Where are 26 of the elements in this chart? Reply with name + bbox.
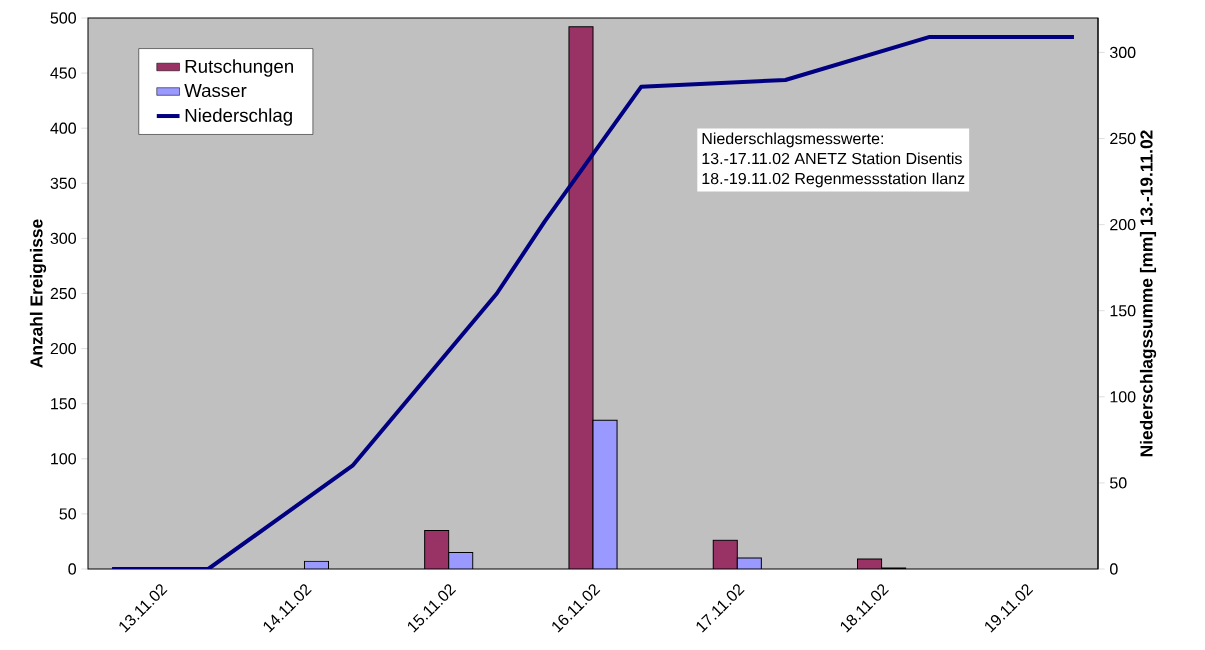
y-tick-label: 300 (50, 232, 76, 245)
y2-tick-label: 200 (1110, 218, 1136, 231)
y2-tick-label: 50 (1110, 477, 1127, 489)
y-tick-label: 50 (59, 508, 77, 520)
y-tick-label: 400 (50, 122, 76, 134)
y-axis-title: Anzahl Ereignisse (29, 219, 47, 368)
legend-label: Wasser (184, 84, 247, 98)
y-tick-label: 350 (50, 177, 76, 189)
y-tick-label: 450 (50, 67, 76, 79)
y2-tick-label: 0 (1110, 563, 1118, 575)
y-tick-label: 100 (51, 453, 76, 465)
annotation: Niederschlagsmesswerte: (702, 132, 883, 148)
y-tick-label: 0 (68, 563, 77, 575)
y-tick-label: 200 (50, 342, 76, 355)
y2-axis-title: Niederschlagssumme [mm] 13.-19.11.02 (1139, 130, 1157, 457)
y2-tick-label: 300 (1109, 46, 1136, 59)
y2-tick-label: 100 (1110, 391, 1136, 403)
annotation: 13.-17.11.02 ANETZ Station Disentis (702, 152, 962, 165)
legend-label: Niederschlag (185, 108, 292, 126)
y-tick-label: 250 (50, 287, 76, 300)
y-tick-label: 500 (50, 12, 76, 24)
y-tick-label: 150 (51, 398, 76, 410)
legend-label: Rutschungen (185, 59, 293, 77)
y2-tick-label: 250 (1110, 132, 1136, 145)
y2-tick-label: 150 (1110, 305, 1136, 317)
annotation: 18.-19.11.02 Regenmessstation Ilanz (702, 172, 965, 188)
